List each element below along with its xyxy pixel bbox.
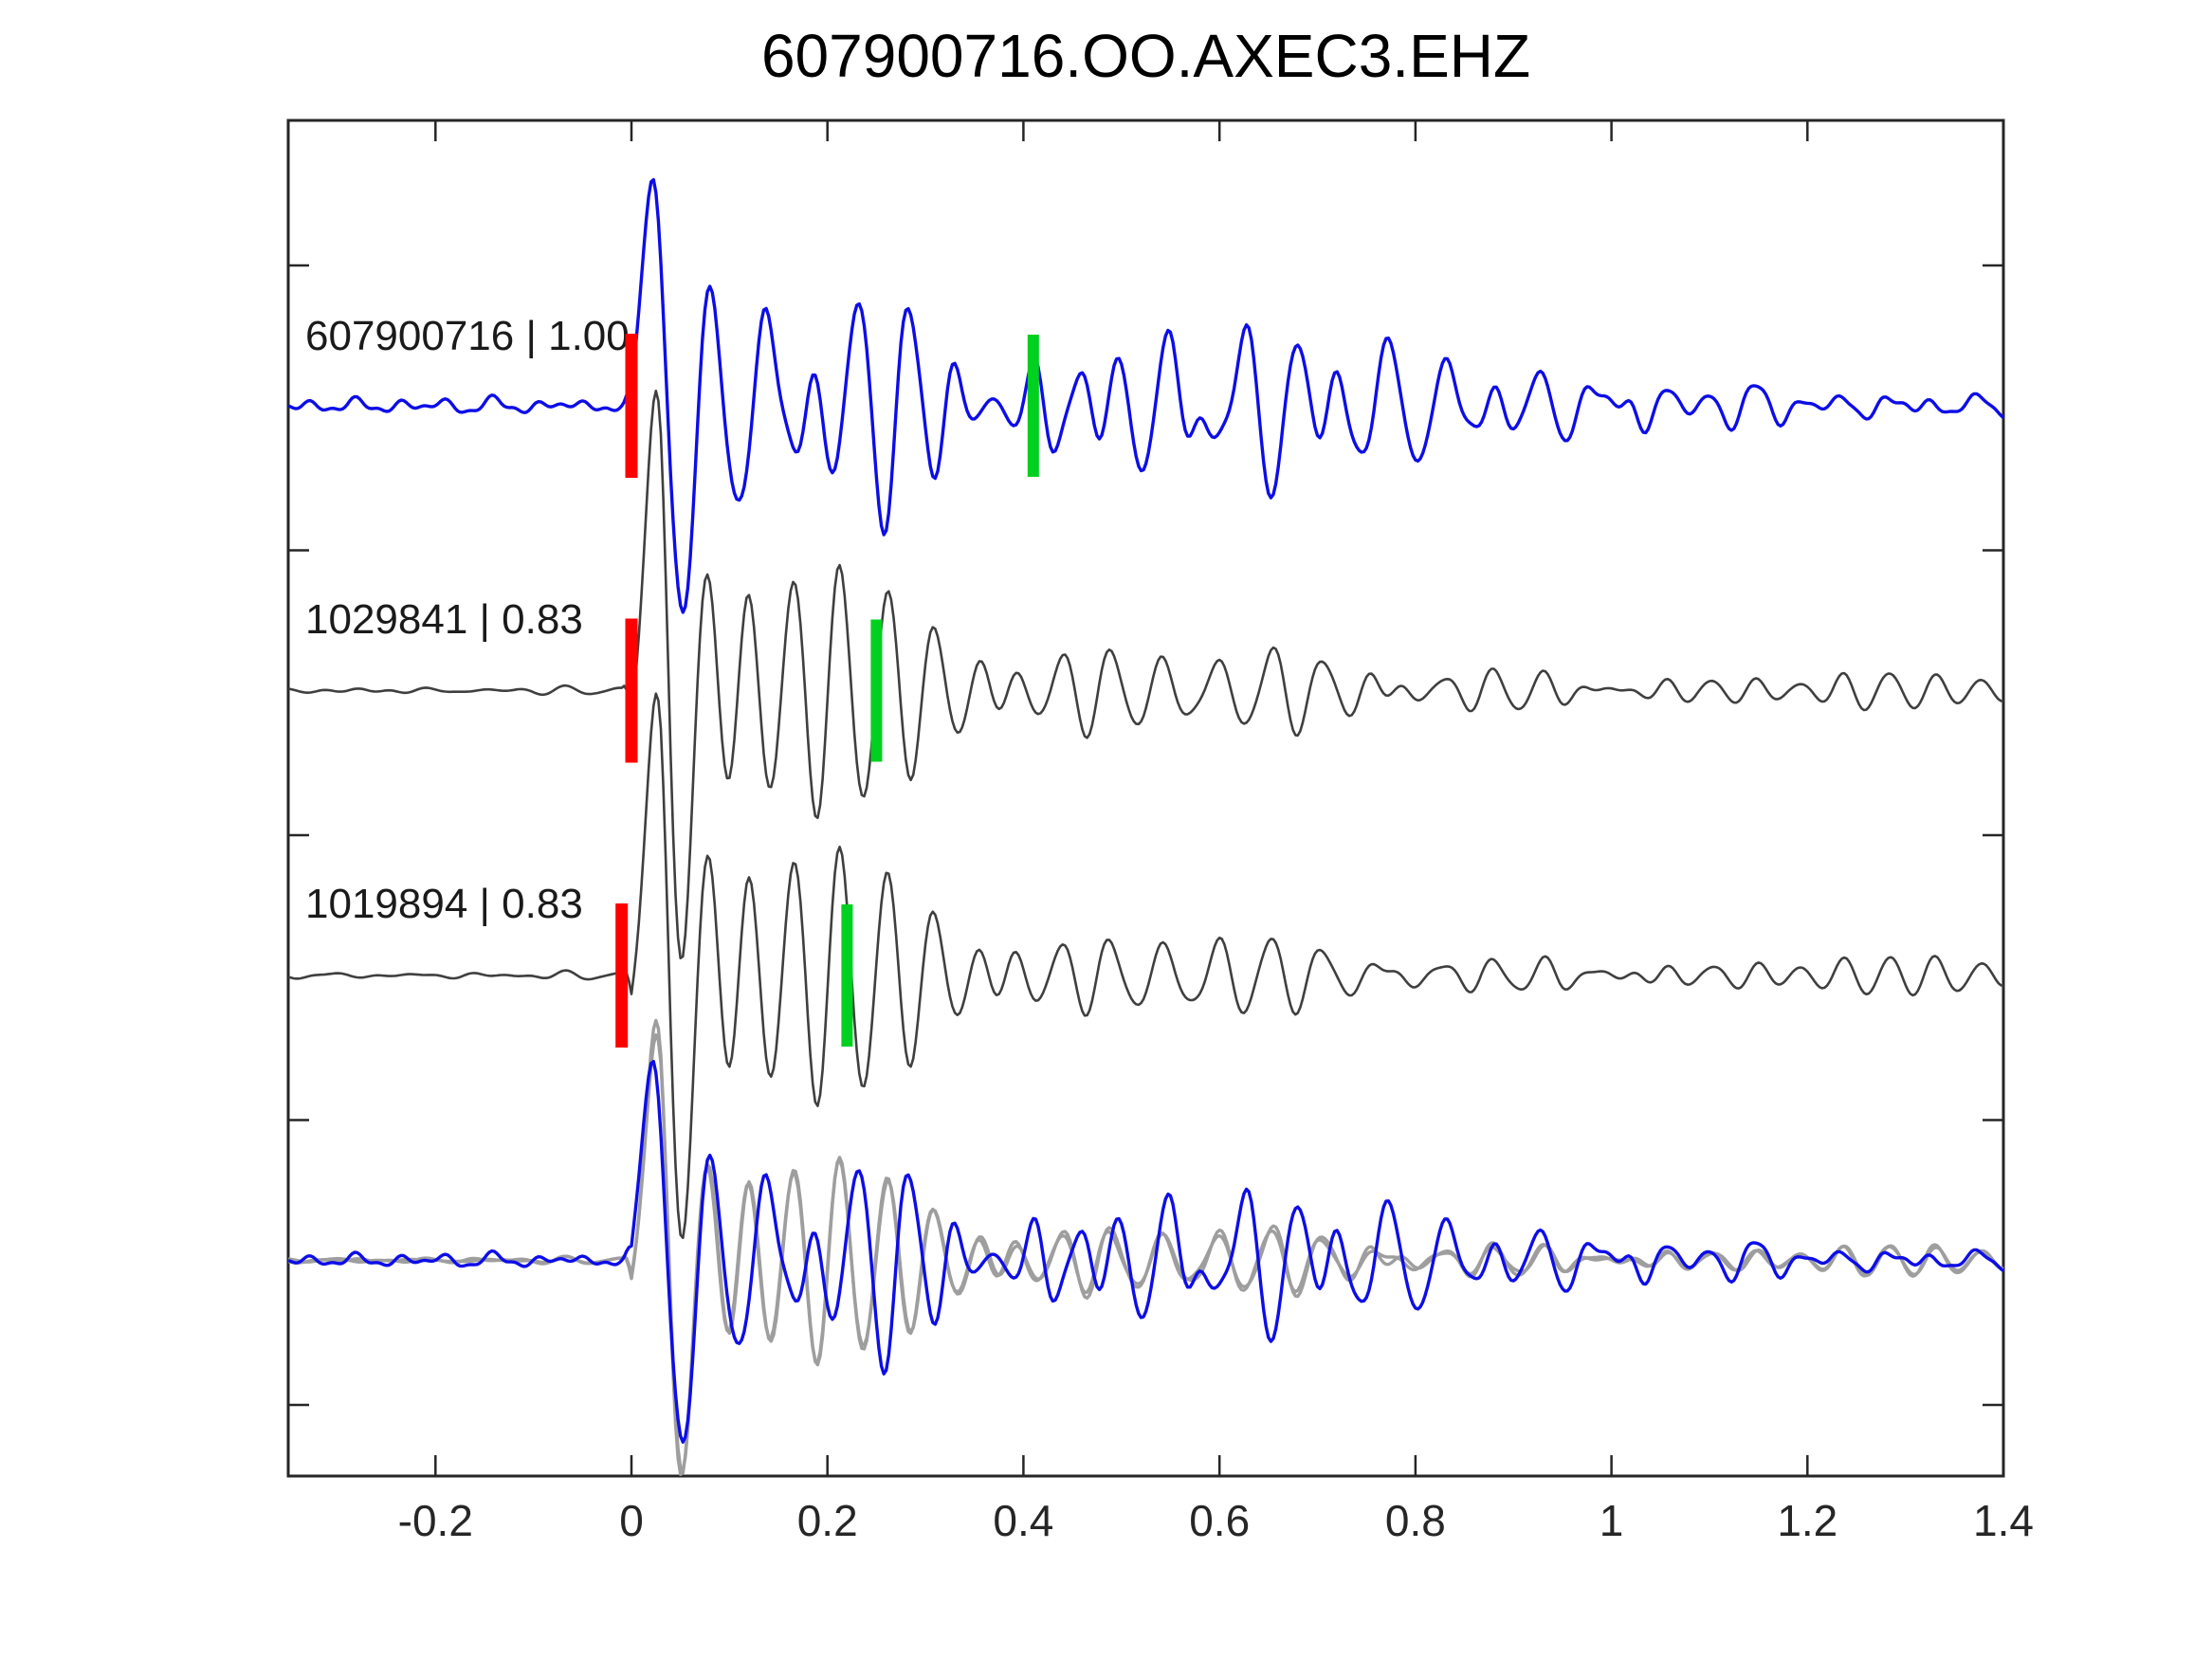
figure-title: 607900716.OO.AXEC3.EHZ: [760, 22, 1531, 90]
trace-label-detection-1: 1029841 | 0.83: [305, 596, 583, 643]
x-tick-label: -0.2: [398, 1496, 473, 1545]
x-tick-label: 0.4: [993, 1496, 1053, 1545]
x-tick-label: 1.4: [1973, 1496, 2034, 1545]
green-pick-marker-1029841: [870, 619, 883, 762]
axis-box: [286, 118, 2005, 1478]
red-pick-marker-607900716: [625, 334, 638, 478]
x-tick-label: 1.2: [1777, 1496, 1837, 1545]
x-tick-label: 0.2: [797, 1496, 858, 1545]
trace-label-detection-2: 1019894 | 0.83: [305, 881, 583, 927]
green-pick-marker-607900716: [1027, 335, 1039, 477]
x-tick-label: 0.8: [1385, 1496, 1446, 1545]
x-tick-label: 1: [1600, 1496, 1624, 1545]
red-pick-marker-1029841: [625, 618, 638, 763]
waveform-trace-1019894: [287, 692, 2004, 1240]
waveform-trace-1029841: [287, 390, 2004, 959]
x-tick-label: 0.6: [1189, 1496, 1250, 1545]
green-pick-marker-1019894: [841, 904, 853, 1047]
waveform-trace-607900716: [287, 177, 2005, 614]
red-pick-marker-1019894: [615, 903, 629, 1048]
trace-label-template: 607900716 | 1.00: [305, 313, 630, 359]
x-tick-label: 0: [619, 1496, 644, 1545]
overlay-trace-607900716: [287, 1060, 2005, 1444]
